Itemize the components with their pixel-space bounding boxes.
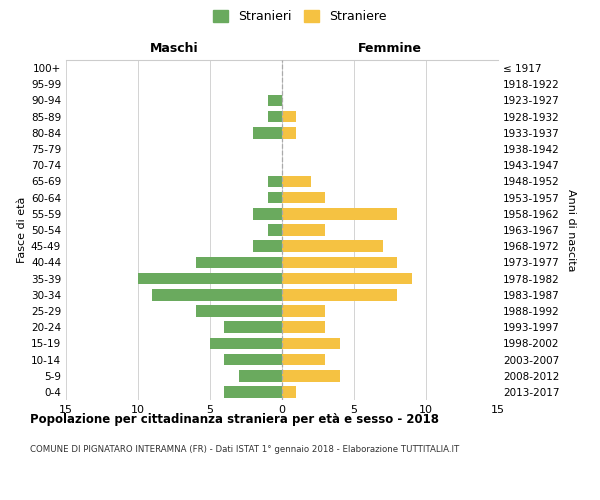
Bar	[268, 192, 282, 203]
Bar	[138, 272, 282, 284]
Bar	[268, 176, 282, 188]
Bar	[282, 240, 383, 252]
Y-axis label: Anni di nascita: Anni di nascita	[566, 188, 576, 271]
Bar	[282, 289, 397, 300]
Bar	[196, 256, 282, 268]
Legend: Stranieri, Straniere: Stranieri, Straniere	[209, 6, 391, 27]
Bar	[268, 94, 282, 106]
Bar	[282, 111, 296, 122]
Bar	[268, 224, 282, 236]
Bar	[253, 240, 282, 252]
Bar	[253, 127, 282, 138]
Bar	[282, 256, 397, 268]
Bar	[282, 386, 296, 398]
Bar	[224, 386, 282, 398]
Bar	[196, 305, 282, 317]
Bar	[282, 338, 340, 349]
Bar	[282, 354, 325, 366]
Bar	[282, 176, 311, 188]
Bar	[282, 370, 340, 382]
Bar	[282, 192, 325, 203]
Text: COMUNE DI PIGNATARO INTERAMNA (FR) - Dati ISTAT 1° gennaio 2018 - Elaborazione T: COMUNE DI PIGNATARO INTERAMNA (FR) - Dat…	[30, 445, 459, 454]
Text: Popolazione per cittadinanza straniera per età e sesso - 2018: Popolazione per cittadinanza straniera p…	[30, 412, 439, 426]
Bar	[282, 127, 296, 138]
Text: Femmine: Femmine	[358, 42, 422, 55]
Text: Maschi: Maschi	[149, 42, 199, 55]
Bar	[224, 354, 282, 366]
Bar	[239, 370, 282, 382]
Bar	[253, 208, 282, 220]
Bar	[282, 208, 397, 220]
Bar	[268, 111, 282, 122]
Y-axis label: Fasce di età: Fasce di età	[17, 197, 27, 263]
Bar	[210, 338, 282, 349]
Bar	[152, 289, 282, 300]
Bar	[224, 322, 282, 333]
Bar	[282, 305, 325, 317]
Bar	[282, 272, 412, 284]
Bar	[282, 224, 325, 236]
Bar	[282, 322, 325, 333]
